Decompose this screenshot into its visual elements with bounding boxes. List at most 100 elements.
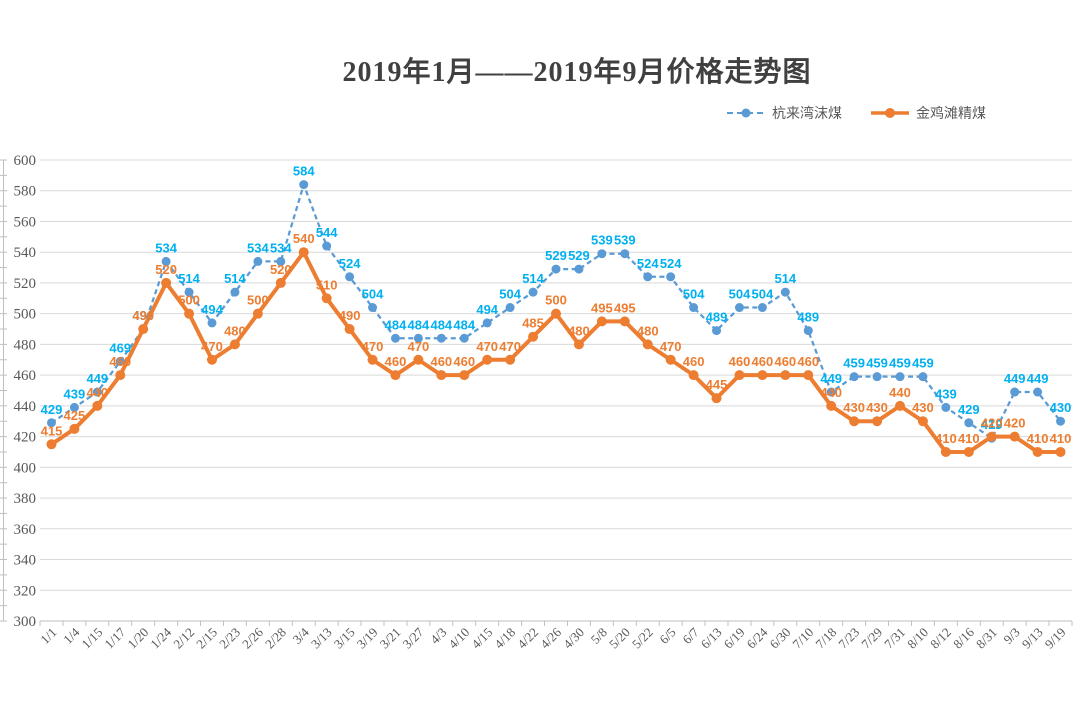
svg-text:1/15: 1/15 [78,625,105,652]
svg-text:2/26: 2/26 [239,624,266,651]
svg-text:7/18: 7/18 [812,625,839,652]
svg-text:320: 320 [14,583,37,599]
svg-text:7/29: 7/29 [858,625,885,652]
svg-text:460: 460 [774,354,796,369]
svg-text:459: 459 [912,356,934,371]
svg-text:6/5: 6/5 [656,625,678,647]
svg-text:419: 419 [981,417,1003,432]
svg-text:3/15: 3/15 [331,625,358,652]
svg-text:420: 420 [981,416,1003,431]
svg-text:360: 360 [14,522,37,538]
svg-text:425: 425 [64,408,86,423]
svg-text:459: 459 [889,356,911,371]
legend-item-series-0[interactable]: 杭来湾沫煤 [726,103,842,123]
svg-text:504: 504 [729,287,751,302]
svg-text:7/31: 7/31 [881,625,908,652]
svg-text:439: 439 [64,386,86,401]
svg-text:5/22: 5/22 [629,625,656,652]
svg-text:415: 415 [41,423,63,438]
svg-text:4/10: 4/10 [445,625,472,652]
legend: 杭来湾沫煤 金鸡滩精煤 [726,103,986,123]
svg-text:504: 504 [499,287,521,302]
svg-text:410: 410 [1027,431,1049,446]
svg-text:420: 420 [14,430,37,446]
svg-text:449: 449 [1004,371,1026,386]
svg-text:460: 460 [109,354,131,369]
svg-text:580: 580 [14,184,37,200]
svg-text:560: 560 [14,214,37,230]
svg-text:470: 470 [408,339,430,354]
svg-text:430: 430 [843,400,865,415]
svg-text:514: 514 [522,271,544,286]
svg-text:485: 485 [522,316,544,331]
svg-text:490: 490 [132,308,154,323]
svg-text:484: 484 [385,317,407,332]
svg-text:1/20: 1/20 [124,625,151,652]
svg-text:460: 460 [797,354,819,369]
svg-text:4/30: 4/30 [560,625,587,652]
solid-line-marker-icon [871,108,909,118]
svg-text:524: 524 [660,256,682,271]
svg-text:4/22: 4/22 [514,625,541,652]
svg-text:470: 470 [362,339,384,354]
svg-text:449: 449 [820,371,842,386]
svg-text:6/7: 6/7 [679,624,702,647]
svg-text:410: 410 [1050,431,1072,446]
svg-text:4/3: 4/3 [427,625,449,647]
svg-text:2/23: 2/23 [216,625,243,652]
y-axis-labels: 300 320 340 360 380 400 420 440 460 480 500 520 540 5… [14,153,37,630]
svg-text:460: 460 [14,368,37,384]
svg-text:6/19: 6/19 [721,625,748,652]
x-axis-labels: 1/1 1/41/151/171/201/242/122/152/232/262/… [37,624,1068,651]
svg-text:4/15: 4/15 [468,625,495,652]
svg-text:8/16: 8/16 [950,624,977,651]
svg-text:6/24: 6/24 [744,624,771,651]
svg-text:584: 584 [293,164,315,179]
svg-text:510: 510 [316,277,338,292]
svg-text:534: 534 [155,240,177,255]
svg-text:1/24: 1/24 [147,624,174,651]
svg-text:3/19: 3/19 [354,625,381,652]
svg-text:490: 490 [132,308,154,323]
svg-text:429: 429 [41,402,63,417]
svg-text:514: 514 [774,271,796,286]
svg-text:460: 460 [683,354,705,369]
svg-text:1/4: 1/4 [60,624,83,647]
svg-text:429: 429 [958,402,980,417]
svg-text:480: 480 [637,323,659,338]
svg-text:8/12: 8/12 [927,625,954,652]
svg-text:5/8: 5/8 [588,625,610,647]
svg-text:9/3: 9/3 [1000,625,1022,647]
svg-text:490: 490 [339,308,361,323]
legend-item-series-1[interactable]: 金鸡滩精煤 [870,103,986,123]
svg-text:489: 489 [797,310,819,325]
svg-text:8/10: 8/10 [904,625,931,652]
svg-text:504: 504 [683,287,705,302]
svg-text:520: 520 [14,276,37,292]
svg-text:2/28: 2/28 [262,625,289,652]
svg-text:2/15: 2/15 [193,625,220,652]
svg-text:3/13: 3/13 [308,625,335,652]
svg-text:529: 529 [545,248,567,263]
y-axis-ticks [0,159,7,622]
svg-text:484: 484 [453,317,475,332]
svg-text:430: 430 [1050,400,1072,415]
svg-text:539: 539 [614,233,636,248]
svg-text:4/18: 4/18 [491,625,518,652]
svg-text:1/1: 1/1 [37,625,59,647]
svg-text:460: 460 [729,354,751,369]
svg-text:534: 534 [247,240,269,255]
svg-text:514: 514 [224,271,246,286]
svg-text:539: 539 [591,233,613,248]
legend-label-series-0: 杭来湾沫煤 [772,105,842,121]
svg-text:520: 520 [270,262,292,277]
svg-text:460: 460 [430,354,452,369]
gridlines [40,159,1072,622]
series-data-labels-1: 4154254404604905205004704805005205405104… [41,231,1072,446]
svg-text:495: 495 [614,300,636,315]
svg-text:8/31: 8/31 [973,625,1000,652]
svg-text:524: 524 [637,256,659,271]
svg-text:6/13: 6/13 [698,625,725,652]
svg-text:540: 540 [14,245,37,261]
svg-text:524: 524 [339,256,361,271]
